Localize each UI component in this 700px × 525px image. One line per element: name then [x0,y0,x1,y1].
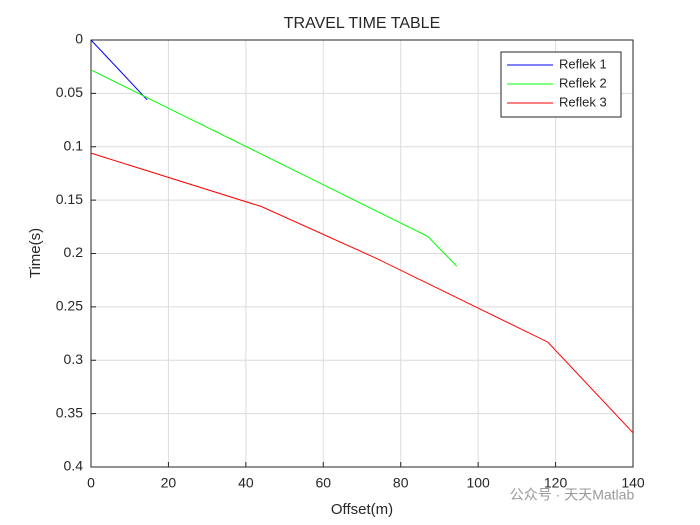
y-axis-label: Time(s) [27,228,44,278]
watermark: 公众号 · 天天Matlab [510,487,635,503]
x-tick-label: 40 [238,475,254,491]
x-tick-label: 140 [621,475,645,491]
y-tick-label: 0.05 [56,84,83,100]
line-series [90,152,634,434]
y-tick-label: 0.1 [64,137,84,153]
x-axis-label: Offset(m) [331,501,393,518]
legend-label: Reflek 1 [559,56,607,71]
y-tick-label: 0.25 [56,298,83,314]
y-tick-label: 0 [75,31,83,47]
x-tick-label: 0 [87,475,95,491]
legend-label: Reflek 2 [559,75,607,90]
x-tick-label: 20 [161,475,177,491]
y-tick-label: 0.35 [56,404,83,420]
legend-label: Reflek 3 [559,94,607,109]
y-tick-label: 0.3 [64,351,84,367]
line-series [90,39,148,101]
chart-title: TRAVEL TIME TABLE [284,15,441,32]
y-tick-label: 0.15 [56,191,83,207]
x-tick-label: 100 [466,475,490,491]
y-tick-label: 0.2 [64,244,84,260]
plot-frame [90,39,634,468]
x-tick-label: 60 [315,475,331,491]
y-tick-label: 0.4 [64,458,84,474]
x-tick-label: 80 [393,475,409,491]
x-tick-label: 120 [544,475,568,491]
legend-box [500,51,622,118]
line-series [90,69,458,267]
